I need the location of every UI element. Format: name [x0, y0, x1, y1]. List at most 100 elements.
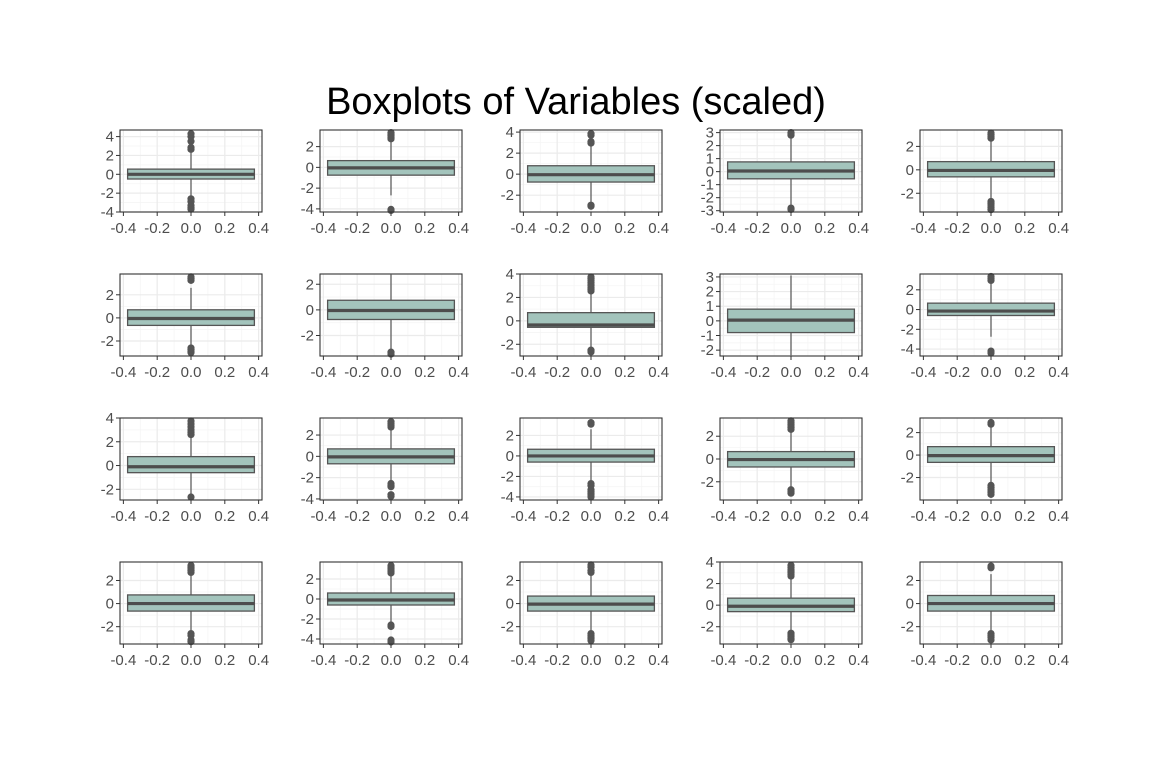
- panel: -2 0 2 4 -0.4 -0.2 0.0 0.2 0.4: [101, 410, 269, 525]
- outlier-point: [787, 205, 795, 213]
- panel: -2 0 2 4 -0.4 -0.2 0.0 0.2 0.4: [701, 554, 869, 669]
- y-tick-label: 0: [506, 448, 514, 465]
- x-tick-label: -0.2: [344, 220, 370, 237]
- x-tick-label: 0.0: [181, 508, 202, 525]
- outlier-point: [387, 418, 395, 426]
- x-tick-label: 0.0: [781, 508, 802, 525]
- x-tick-label: -0.2: [944, 508, 970, 525]
- outlier-point: [787, 489, 795, 497]
- outlier-point: [387, 492, 395, 500]
- outlier-point: [587, 493, 595, 501]
- y-tick-label: 2: [506, 145, 514, 162]
- x-tick-label: -0.4: [510, 508, 536, 525]
- box-iqr: [126, 455, 256, 474]
- y-tick-label: 0: [306, 448, 314, 465]
- panel: -4 -2 0 2 -0.4 -0.2 0.0 0.2 0.4: [501, 417, 669, 525]
- outlier-point: [387, 622, 395, 631]
- y-tick-label: -2: [701, 190, 714, 207]
- outlier-point: [187, 417, 195, 425]
- x-tick-label: 0.2: [814, 508, 835, 525]
- x-tick-label: -0.4: [310, 364, 336, 381]
- y-tick-label: 2: [106, 147, 114, 164]
- x-tick-label: -0.4: [710, 508, 736, 525]
- y-tick-label: 2: [106, 572, 114, 589]
- y-tick-label: 2: [306, 571, 314, 588]
- y-tick-label: 0: [906, 162, 914, 179]
- y-tick-label: -1: [701, 177, 714, 194]
- outlier-point: [787, 561, 795, 569]
- x-tick-label: -0.2: [744, 508, 770, 525]
- y-tick-label: 4: [706, 554, 714, 571]
- panel: -4 -2 0 2 -0.4 -0.2 0.0 0.2 0.4: [301, 417, 469, 525]
- outlier-point: [787, 417, 795, 425]
- x-tick-label: -0.4: [910, 508, 936, 525]
- y-tick-label: 0: [706, 164, 714, 181]
- x-tick-label: -0.4: [110, 652, 136, 669]
- x-tick-label: -0.4: [710, 220, 736, 237]
- x-tick-label: -0.2: [144, 220, 170, 237]
- y-tick-label: -2: [701, 619, 714, 636]
- outlier-point: [987, 129, 995, 137]
- y-tick-label: 0: [706, 597, 714, 614]
- outlier-point: [587, 273, 595, 281]
- x-tick-label: -0.2: [344, 652, 370, 669]
- outlier-point: [187, 273, 195, 281]
- outlier-point: [987, 418, 995, 427]
- y-tick-label: 0: [906, 302, 914, 319]
- x-tick-label: -0.4: [110, 508, 136, 525]
- y-tick-label: 2: [906, 138, 914, 155]
- x-tick-label: -0.2: [744, 220, 770, 237]
- y-tick-label: 2: [706, 138, 714, 155]
- x-tick-label: -0.4: [710, 652, 736, 669]
- x-tick-label: -0.2: [944, 652, 970, 669]
- y-tick-label: -4: [901, 341, 914, 358]
- y-tick-label: 0: [306, 159, 314, 176]
- x-tick-label: 0.2: [814, 652, 835, 669]
- x-tick-label: -0.4: [110, 364, 136, 381]
- x-tick-label: 0.0: [381, 220, 402, 237]
- y-tick-label: 0: [506, 166, 514, 183]
- x-tick-label: 0.2: [214, 220, 235, 237]
- x-tick-label: 0.2: [1014, 220, 1035, 237]
- x-tick-label: 0.2: [814, 364, 835, 381]
- y-tick-label: 2: [506, 427, 514, 444]
- x-tick-label: -0.2: [544, 364, 570, 381]
- x-tick-label: 0.4: [648, 508, 669, 525]
- x-tick-label: 0.0: [981, 364, 1002, 381]
- x-tick-label: 0.4: [848, 652, 869, 669]
- x-tick-label: -0.2: [944, 364, 970, 381]
- y-tick-label: -2: [101, 333, 114, 350]
- panel: -2 0 2 -0.4 -0.2 0.0 0.2 0.4: [101, 273, 269, 381]
- panel: -2 0 2 4 -0.4 -0.2 0.0 0.2 0.4: [501, 124, 669, 237]
- y-tick-label: -2: [701, 474, 714, 491]
- y-tick-label: -2: [501, 619, 514, 636]
- x-tick-label: 0.4: [248, 364, 269, 381]
- y-tick-label: 2: [906, 572, 914, 589]
- x-tick-label: -0.2: [344, 508, 370, 525]
- y-tick-label: -2: [301, 180, 314, 197]
- outlier-point: [787, 636, 795, 644]
- y-tick-label: -3: [701, 203, 714, 220]
- outlier-point: [387, 128, 395, 137]
- x-tick-label: 0.4: [848, 364, 869, 381]
- x-tick-label: 0.0: [181, 652, 202, 669]
- y-tick-label: 2: [906, 282, 914, 299]
- x-tick-label: 0.2: [614, 652, 635, 669]
- x-tick-label: 0.2: [214, 508, 235, 525]
- y-tick-label: 2: [306, 427, 314, 444]
- outlier-point: [987, 636, 995, 644]
- x-tick-label: -0.4: [110, 220, 136, 237]
- x-tick-label: -0.2: [544, 220, 570, 237]
- y-tick-label: 4: [106, 129, 114, 146]
- y-tick-label: 0: [706, 313, 714, 330]
- x-tick-label: -0.4: [310, 652, 336, 669]
- x-tick-label: 0.2: [414, 364, 435, 381]
- y-tick-label: 2: [306, 139, 314, 156]
- x-tick-label: -0.4: [910, 652, 936, 669]
- x-tick-label: 0.0: [781, 652, 802, 669]
- x-tick-label: 0.4: [648, 220, 669, 237]
- x-tick-label: 0.4: [448, 652, 469, 669]
